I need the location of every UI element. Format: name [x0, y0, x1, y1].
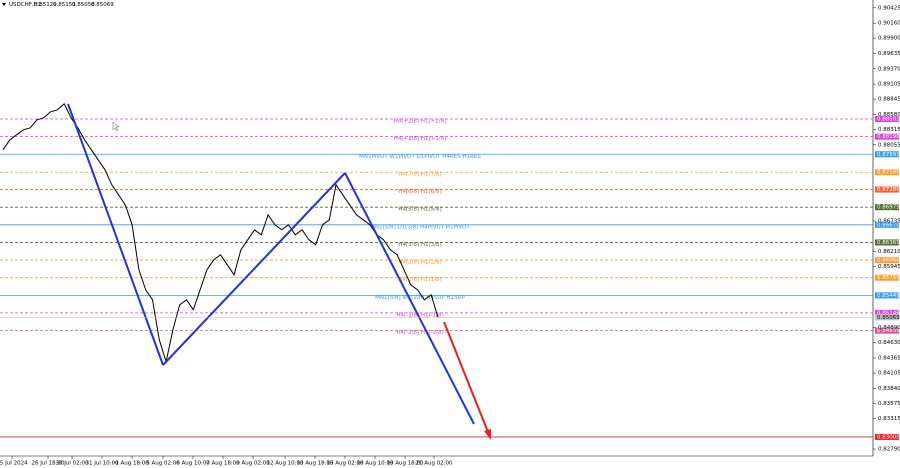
level-price-box	[875, 274, 899, 281]
menu-triangle[interactable]	[2, 3, 6, 6]
x-tick-label: 25 Jul 2024	[0, 461, 28, 467]
level-price-box	[875, 239, 899, 246]
y-tick-label: 0.83840	[878, 386, 900, 392]
level-price-label: 0.87280	[877, 187, 900, 193]
level-price-label: 0.84839	[877, 328, 900, 334]
x-tick-label: 5 Aug 02:00	[146, 461, 180, 467]
level-price-box	[875, 169, 899, 176]
x-tick-label: 26 Jul 18:00	[32, 461, 65, 467]
level-price-box	[875, 151, 899, 158]
y-tick-label: 0.89105	[878, 82, 900, 88]
y-tick-label: 0.90160	[878, 21, 900, 27]
analysis-drawings	[67, 103, 491, 440]
levels: H4[+2/8] H1[+2/8] 0.88501 H4[+1/8] H1[+1/8…	[0, 115, 900, 440]
level-label: H4[3/8] H1[3/8]	[398, 242, 441, 248]
level-price-box	[875, 133, 899, 140]
y-tick-label: 0.88845	[878, 97, 900, 103]
ohlc-value: 0.85058	[72, 2, 95, 8]
level-label: H4[+1/8] H1[+1/8]	[394, 136, 447, 142]
ohlc-value: 0.85069	[91, 2, 114, 8]
forecast-arrow	[443, 321, 489, 433]
trend-line	[162, 172, 346, 366]
level-label: H4[1/8] H1[1/8]	[398, 277, 441, 283]
level-price-label: 0.85449	[877, 293, 900, 299]
level-label: H4[-1/8] H1[-1/8]	[396, 312, 443, 318]
trend-line	[67, 103, 164, 366]
y-tick-label: 0.89900	[878, 36, 900, 42]
level-price-label: 0.86670	[877, 222, 900, 228]
level-price-label: 0.86365	[877, 240, 900, 246]
level-label: H4[5/8] H1[5/8]	[398, 207, 441, 213]
arrow-head	[484, 429, 491, 440]
ohlc-value: 0.85151	[53, 2, 76, 8]
trend-line	[344, 172, 475, 425]
x-tick-label: 16 Aug 10:00	[356, 461, 394, 467]
y-tick-label: 0.88315	[878, 127, 900, 133]
y-tick-label: 0.82790	[878, 447, 900, 453]
y-tick-label: 0.88580	[878, 112, 900, 118]
ohlc-value: 0.85129	[34, 2, 57, 8]
level-label: MN1[5/8] D1[3/8] H4PIVOT H1PIVOT	[370, 224, 470, 230]
level-price-label: 0.86975	[877, 205, 900, 211]
y-tick-label: 0.86210	[878, 249, 900, 255]
y-tick-label: 0.86735	[878, 219, 900, 225]
y-tick-label: 0.84630	[878, 340, 900, 346]
x-tick-label: 31 Jul 10:00	[86, 461, 119, 467]
y-tick-label: 0.83315	[878, 416, 900, 422]
level-price-box	[875, 221, 899, 228]
y-tick-label: 0.88055	[878, 142, 900, 148]
y-tick-label: 0.83575	[878, 401, 900, 407]
x-tick-label: 30 Jul 02:00	[56, 461, 89, 467]
bid-box	[875, 314, 899, 321]
level-price-box	[875, 257, 899, 264]
level-price-label: 0.88196	[877, 134, 900, 140]
level-price-label: 0.85755	[877, 275, 900, 281]
level-label: H4[7/8] H1[7/8]	[398, 172, 441, 178]
cursor	[112, 121, 120, 132]
level-label: H4[-2/8] H1[-2/8]	[396, 330, 443, 336]
x-tick-label: 7 Aug 18:00	[206, 461, 240, 467]
x-tick-label: 12 Aug 10:00	[266, 461, 304, 467]
y-tick-label: 0.84890	[878, 325, 900, 331]
x-tick-label: 21 Aug 02:00	[415, 461, 453, 467]
x-tick-label: 6 Aug 10:00	[176, 461, 210, 467]
level-price-box	[875, 186, 899, 193]
y-tick-label: 0.84105	[878, 371, 900, 377]
y-tick-label: 0.90425	[878, 5, 900, 11]
y-tick-label: 0.85945	[878, 264, 900, 270]
level-price-label: 0.88501	[877, 116, 900, 122]
y-tick-label: 0.84365	[878, 356, 900, 362]
level-price-box	[875, 309, 899, 316]
y-tick-label: 0.89635	[878, 51, 900, 57]
level-label: MN1PIVOT W1PIVOT D1PIVOT H4RES H1RES	[359, 154, 481, 160]
level-price-box	[875, 204, 899, 211]
level-price-box	[875, 433, 899, 440]
level-price-label: 0.85146	[877, 310, 900, 316]
x-tick-label: 13 Aug 18:00	[296, 461, 334, 467]
level-price-label: 0.87891	[877, 152, 900, 158]
x-tick-label: 15 Aug 02:00	[326, 461, 364, 467]
level-label: H4[6/8] H1[6/8]	[398, 189, 441, 195]
x-tick-label: 1 Aug 18:00	[115, 461, 149, 467]
level-label: MN1[3/8] W1[2/8] H4SUP H1SUP	[375, 295, 465, 301]
level-price-box	[875, 115, 899, 122]
x-tick-label: 9 Aug 02:00	[236, 461, 270, 467]
level-price-box	[875, 327, 899, 334]
level-label: H4[+2/8] H1[+2/8]	[394, 118, 447, 124]
symbol: USDCHF,H1	[9, 2, 41, 8]
level-label: H4[2/8] H1[2/8]	[398, 260, 441, 266]
y-tick-label: 0.89370	[878, 66, 900, 72]
bid-label: 0.85069	[877, 315, 900, 321]
level-price-box	[875, 292, 899, 299]
level-price-label: 0.83000	[877, 434, 900, 440]
level-price-label: 0.87580	[877, 170, 900, 176]
x-tick-label: 19 Aug 18:00	[386, 461, 424, 467]
level-price-label: 0.86060	[877, 258, 900, 264]
